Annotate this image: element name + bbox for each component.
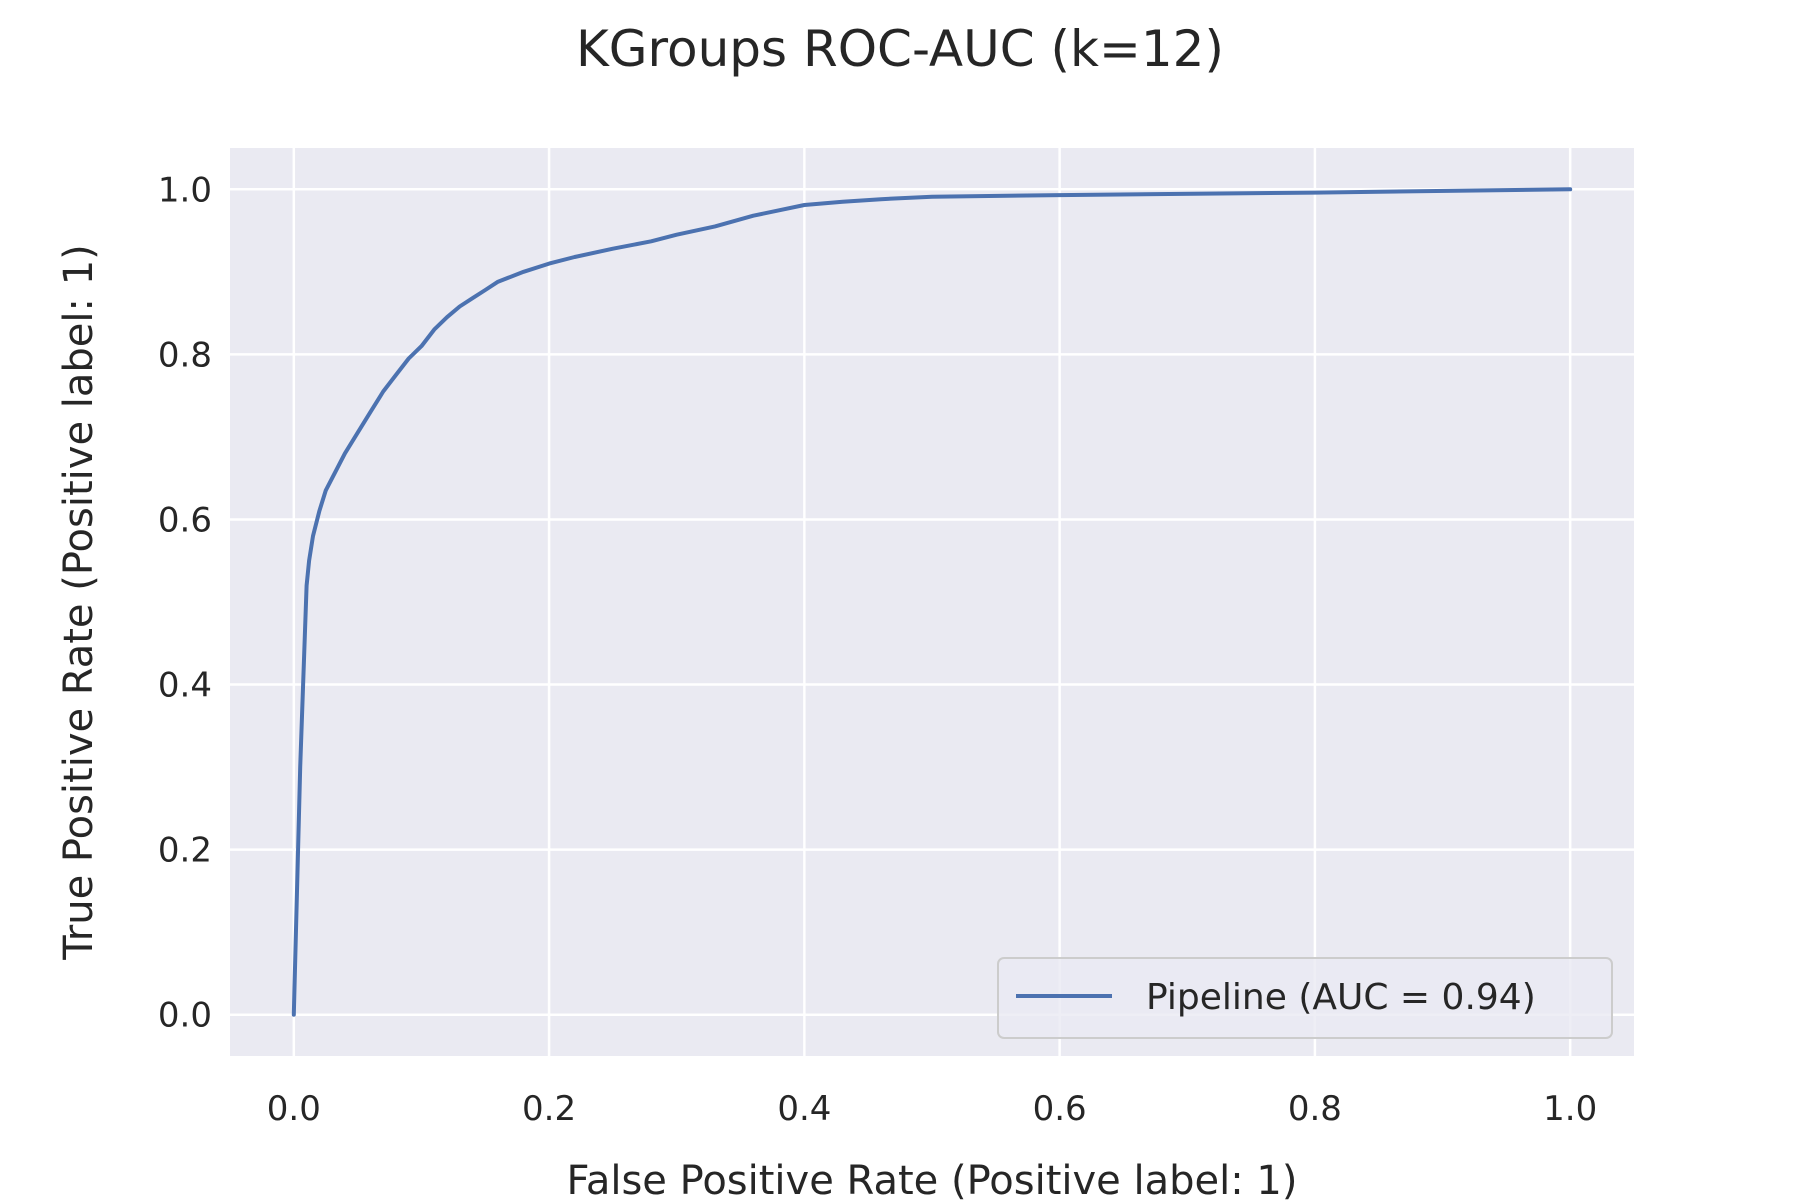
y-tick-label: 0.2 [158, 831, 212, 871]
legend-label: Pipeline (AUC = 0.94) [1146, 977, 1536, 1018]
x-tick-labels: 0.0 0.2 0.4 0.6 0.8 1.0 [267, 1089, 1597, 1129]
x-tick-label: 1.0 [1543, 1089, 1597, 1129]
x-axis-label: False Positive Rate (Positive label: 1) [567, 1158, 1298, 1200]
chart-title: KGroups ROC-AUC (k=12) [576, 20, 1224, 78]
legend: Pipeline (AUC = 0.94) [997, 957, 1613, 1039]
x-tick-label: 0.6 [1033, 1089, 1087, 1129]
x-grid [292, 148, 1572, 1056]
legend-box [997, 957, 1613, 1039]
y-tick-label: 0.8 [158, 335, 212, 375]
plot-area [230, 148, 1634, 1056]
y-tick-label: 0.6 [158, 500, 212, 540]
y-tick-label: 1.0 [158, 170, 212, 210]
x-tick-label: 0.8 [1288, 1089, 1342, 1129]
x-tick-label: 0.2 [522, 1089, 576, 1129]
y-axis-label: True Positive Rate (Positive label: 1) [56, 244, 102, 961]
x-tick-label: 0.4 [777, 1089, 831, 1129]
y-tick-label: 0.4 [158, 666, 212, 706]
x-tick-label: 0.0 [267, 1089, 321, 1129]
roc-curve-line [291, 187, 1573, 1017]
series-layer [291, 187, 1573, 1017]
y-grid [230, 188, 1634, 1016]
y-tick-labels: 0.0 0.2 0.4 0.6 0.8 1.0 [158, 170, 212, 1035]
y-tick-label: 0.0 [158, 996, 212, 1036]
